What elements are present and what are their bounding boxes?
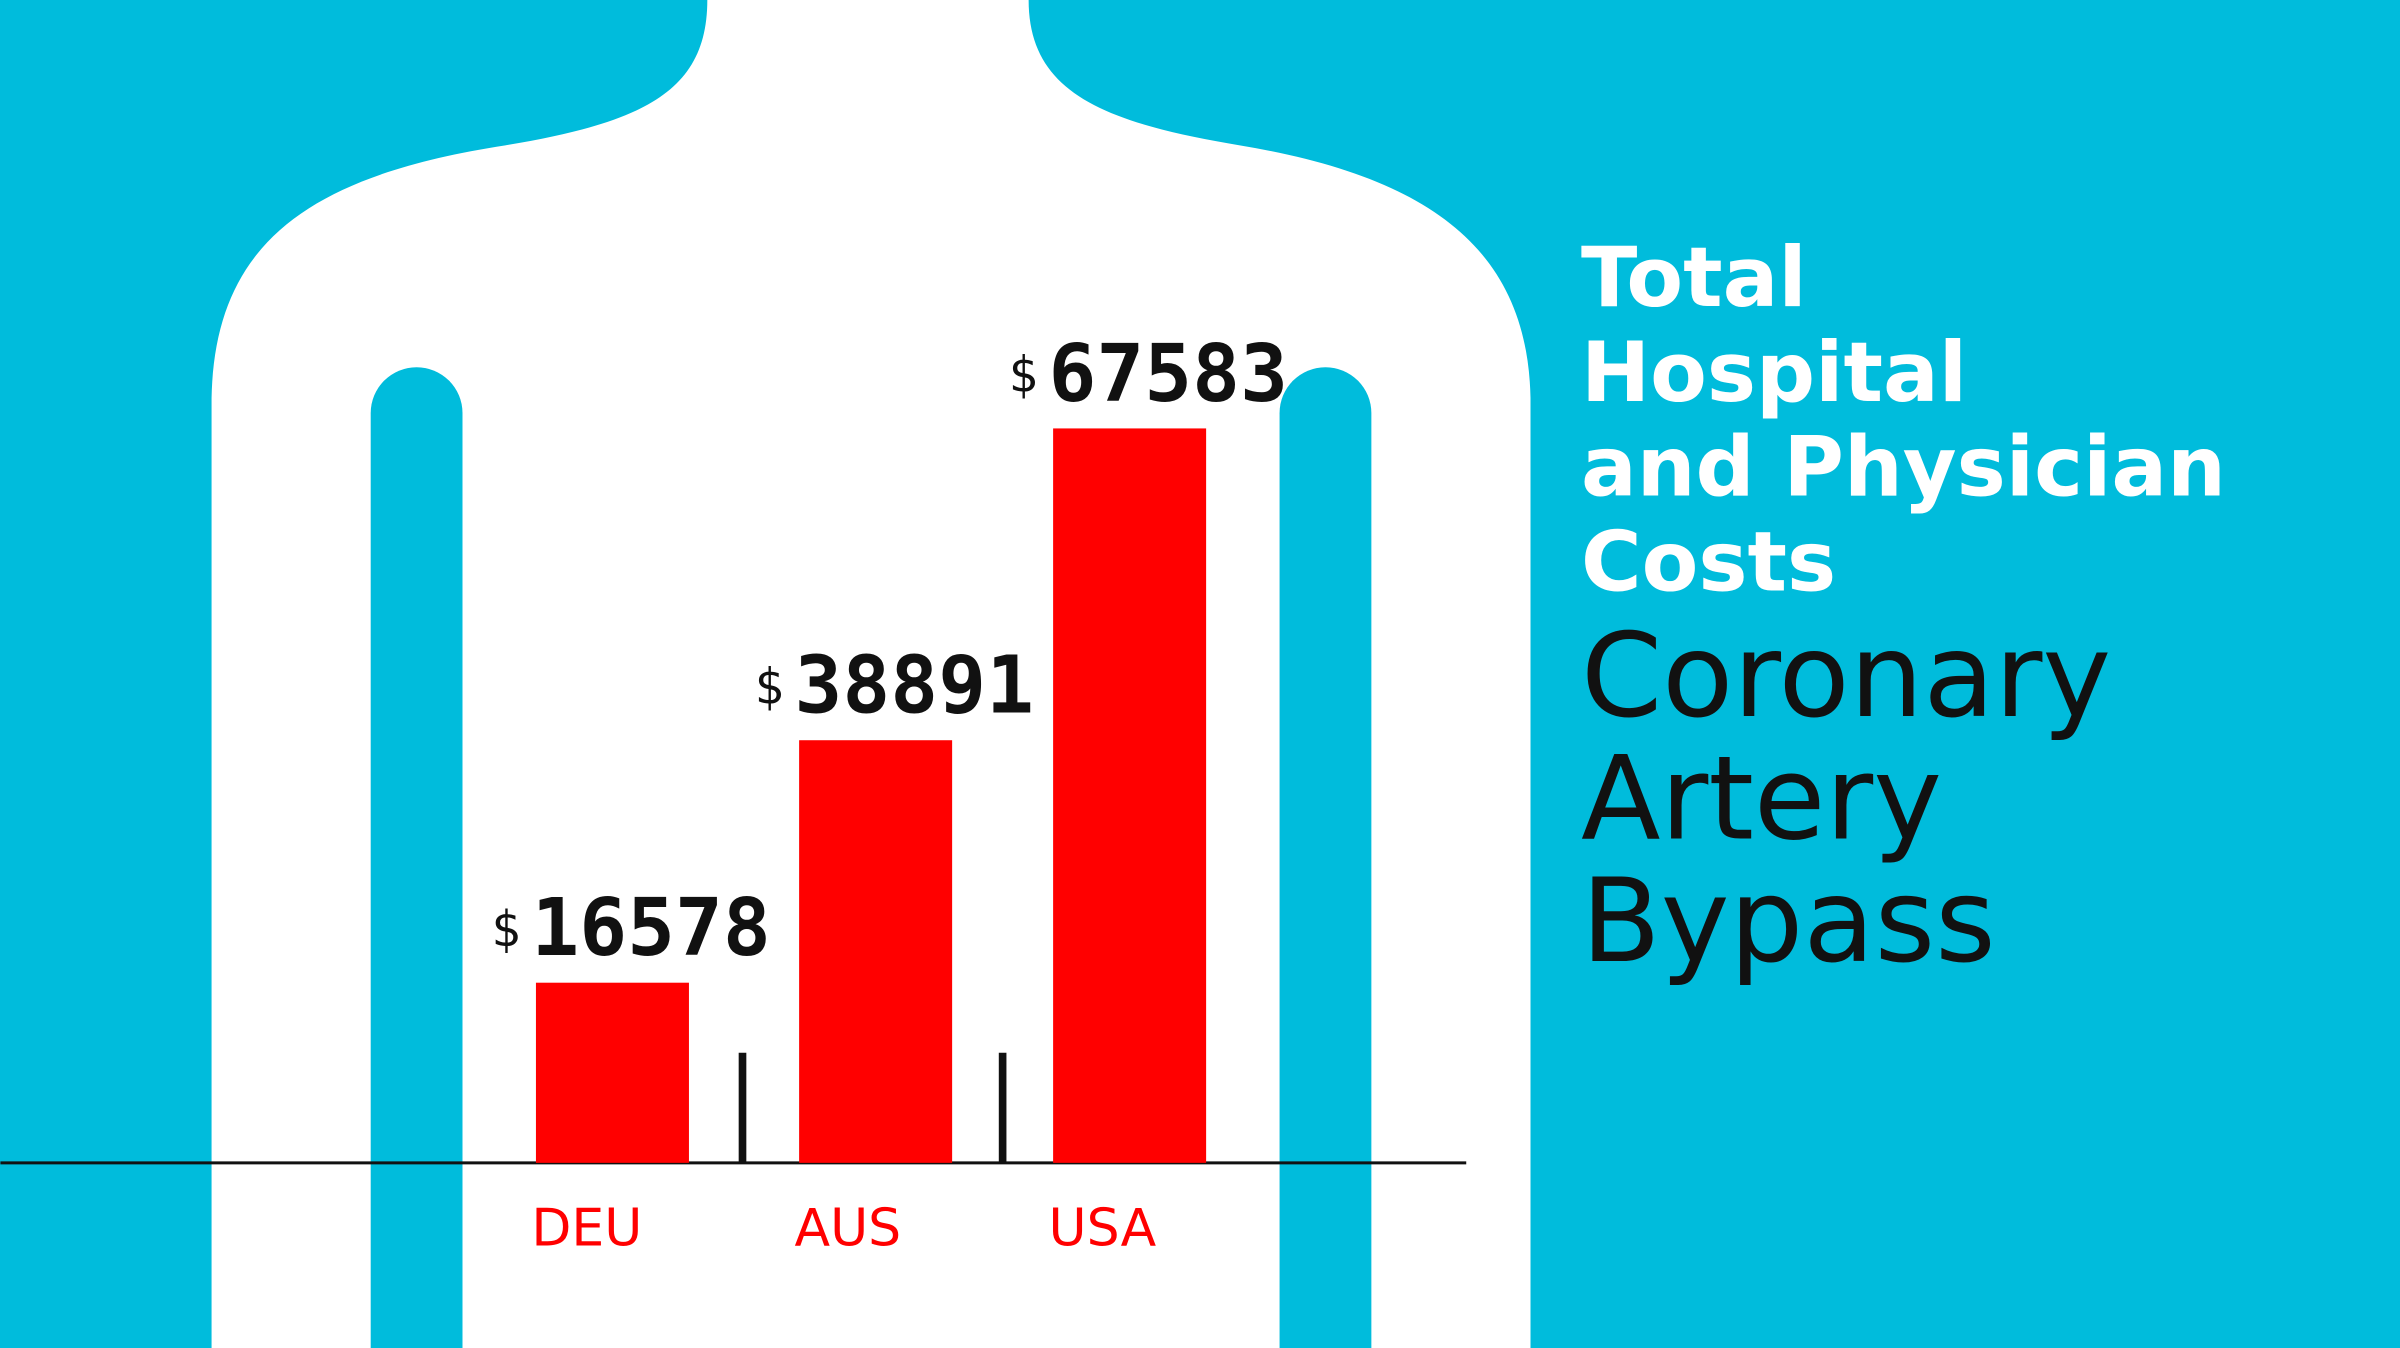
x-tick-label: USA [1049, 1198, 1157, 1258]
currency-label: $ [754, 659, 783, 716]
title-line: Costs [1581, 515, 1836, 611]
bar [799, 740, 953, 1163]
title-line: Total [1581, 230, 1807, 326]
value-label: 38891 [795, 639, 1034, 732]
subtitle-line: Artery [1581, 731, 1942, 866]
title-line: and Physician [1581, 420, 2226, 516]
bars: $16578 DEU $ 38891 AUS $ 67583 USA [491, 327, 1288, 1259]
currency-label: $ [1008, 347, 1037, 404]
title-line: Hospital [1581, 325, 1967, 421]
arm-left [370, 367, 463, 1348]
currency-label: $ [491, 901, 520, 958]
bar [535, 982, 689, 1163]
subtitle-line: Bypass [1581, 854, 1996, 989]
bar [1053, 428, 1207, 1163]
subtitle-line: Coronary [1581, 609, 2111, 744]
arm-right [1279, 367, 1372, 1348]
value-label: 67583 [1049, 327, 1288, 420]
x-tick-label: AUS [795, 1198, 902, 1258]
value-label: 16578 [531, 881, 770, 974]
x-tick-label: DEU [531, 1198, 642, 1258]
